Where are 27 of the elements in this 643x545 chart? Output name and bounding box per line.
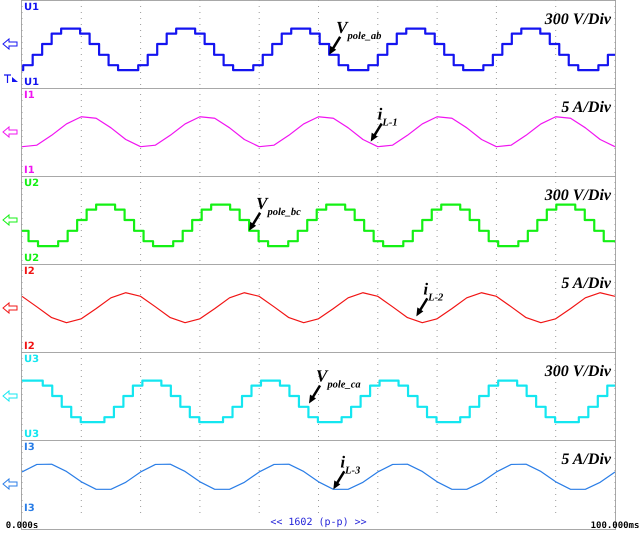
annotation: i$_{L-1}$ <box>378 104 398 128</box>
text: 300 V/Div <box>544 187 612 204</box>
legend-label: U1 <box>24 77 40 88</box>
annotation: V$_{pole_ca}$ <box>316 366 362 390</box>
text: 5 A/Div <box>561 99 612 116</box>
x-tick-label: 100.000ms <box>590 521 640 531</box>
text: 300 V/Div <box>544 11 612 28</box>
series-label: I2 <box>24 266 35 277</box>
text: U2 <box>24 178 40 189</box>
text: U1 <box>24 2 40 13</box>
series-label: U2 <box>24 253 40 264</box>
series-label: U3 <box>24 354 40 365</box>
text: I3 <box>24 503 35 514</box>
text: I2 <box>24 341 35 352</box>
annotation: V$_{pole_ab}$ <box>336 18 382 42</box>
annotation: 5 A/Div <box>561 451 612 468</box>
series-label: I1 <box>24 165 35 176</box>
text: U3 <box>24 429 40 440</box>
annotation: V$_{pole_bc}$ <box>256 194 302 218</box>
text: I1 <box>24 90 35 101</box>
series-label: I3 <box>24 442 35 453</box>
x-tick-label: 0.000s <box>6 521 38 531</box>
text: 5 A/Div <box>561 275 612 292</box>
annotation: i$_{L-2}$ <box>423 279 444 303</box>
text: << 1602 (p-p) >> <box>270 517 367 528</box>
annotation: i$_{L-3}$ <box>340 452 360 476</box>
text: 300 V/Div <box>544 363 612 380</box>
